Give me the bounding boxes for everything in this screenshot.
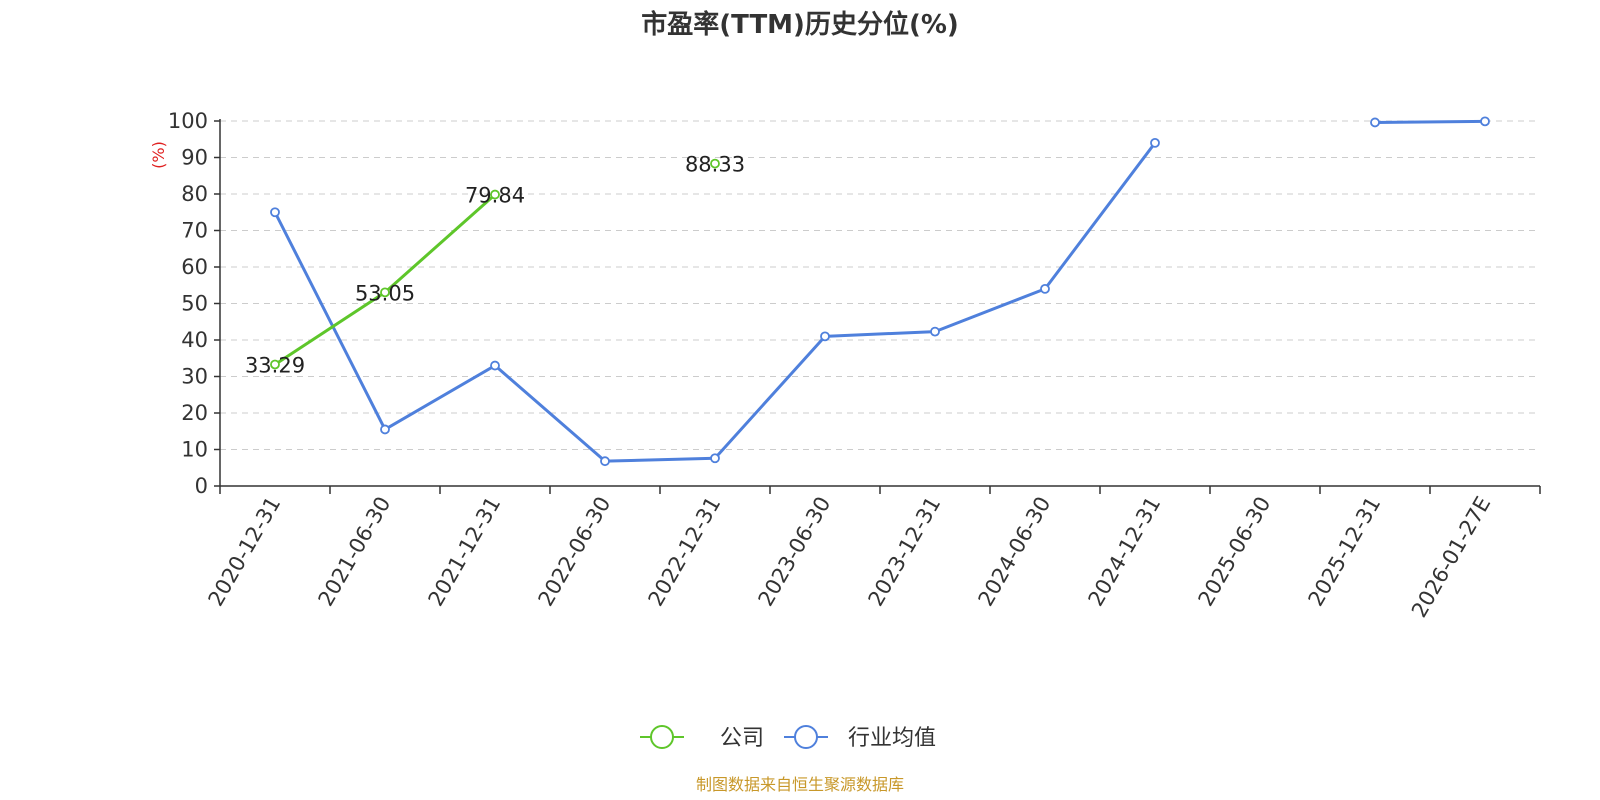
x-tick-label: 2022-12-31 [644, 493, 726, 611]
data-point [270, 207, 280, 218]
data-point [710, 453, 720, 464]
x-tick-label: 2025-12-31 [1304, 493, 1386, 611]
x-axis: 2020-12-31 2021-06-30 2021-12-31 2022-06-30… [204, 485, 1541, 622]
legend-marker [794, 725, 818, 749]
y-tick-label: 20 [181, 401, 208, 425]
data-point [380, 287, 390, 298]
data-point [930, 326, 940, 337]
x-tick-label: 2022-06-30 [534, 493, 616, 611]
data-label: 53.05 [355, 281, 415, 305]
series-1 [270, 116, 1490, 467]
y-tick-label: 50 [181, 292, 208, 316]
data-label: 79.84 [465, 184, 525, 208]
x-tick-label: 2020-12-31 [204, 493, 286, 611]
data-labels: 33.29 53.05 79.84 88.33 [245, 153, 745, 378]
data-label: 88.33 [685, 153, 745, 177]
y-tick-label: 0 [195, 474, 208, 498]
data-point [490, 189, 500, 200]
y-tick-label: 40 [181, 328, 208, 352]
x-tick-label: 2024-06-30 [974, 493, 1056, 611]
data-point [490, 360, 500, 371]
legend-label: 行业均值 [848, 726, 936, 751]
x-tick-label: 2025-06-30 [1194, 493, 1276, 611]
data-point [270, 359, 280, 370]
y-tick-label: 70 [181, 219, 208, 243]
data-point [1480, 116, 1490, 127]
y-tick-label: 80 [181, 182, 208, 206]
x-tick-label: 2023-06-30 [754, 493, 836, 611]
chart-title: 市盈率(TTM)历史分位(%) [641, 9, 959, 40]
y-tick-label: 100 [168, 109, 208, 133]
series-0 [270, 158, 720, 370]
data-label: 33.29 [245, 353, 305, 377]
y-axis: 0 10 20 30 40 50 60 70 80 90 100 [168, 109, 221, 498]
data-point [600, 456, 610, 467]
x-tick-label: 2026-01-27E [1407, 493, 1495, 622]
data-point [380, 424, 390, 435]
legend[interactable]: 公司 行业均值 [640, 725, 936, 751]
legend-item-0[interactable]: 公司 [640, 725, 764, 751]
source-note: 制图数据来自恒生聚源数据库 [696, 775, 904, 794]
data-point [1150, 137, 1160, 148]
series-line [1374, 119, 1486, 124]
data-point [1040, 283, 1050, 294]
data-point [1370, 117, 1380, 128]
y-tick-label: 30 [181, 365, 208, 389]
x-tick-label: 2023-12-31 [864, 493, 946, 611]
grid-lines [220, 120, 1540, 450]
y-tick-label: 10 [181, 438, 208, 462]
x-tick-label: 2024-12-31 [1084, 493, 1166, 611]
data-point [820, 331, 830, 342]
y-tick-label: 90 [181, 146, 208, 170]
plot-area [270, 116, 1490, 467]
y-axis-label: (%) [149, 141, 168, 169]
data-point [710, 158, 720, 169]
legend-label: 公司 [720, 726, 764, 751]
x-tick-label: 2021-12-31 [424, 493, 506, 611]
x-tick-label: 2021-06-30 [314, 493, 396, 611]
legend-marker [650, 725, 674, 749]
legend-item-1[interactable]: 行业均值 [784, 725, 936, 751]
y-tick-label: 60 [181, 255, 208, 279]
